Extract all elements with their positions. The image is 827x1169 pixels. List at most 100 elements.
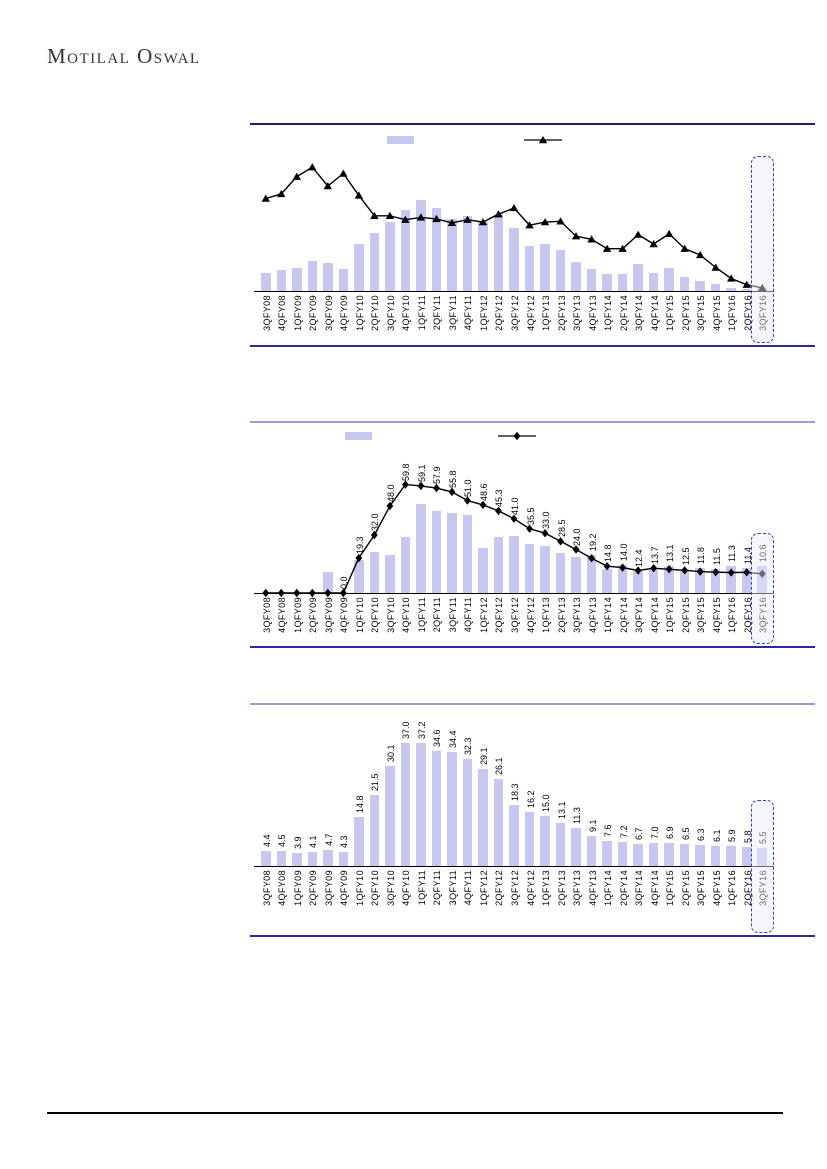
line-marker-diamond-icon [339,588,347,598]
bar [586,835,597,866]
x-axis-label: 2QFY11 [432,870,443,906]
bar [726,287,736,291]
bar [679,276,690,291]
motilal-oswal-logo: Motilal Oswal [47,44,201,68]
line-marker-triangle-icon [649,240,658,248]
x-axis-label: 3QFY12 [510,870,520,906]
legend-line-series-swatch [524,136,562,144]
chart-top-rule [250,123,815,125]
bar [369,794,380,866]
value-label: 33.0 [541,511,552,530]
value-label: 14.8 [603,544,614,563]
x-axis-label: 2QFY11 [432,295,443,331]
bar [540,816,550,866]
x-axis-label: 4QFY13 [587,295,598,331]
value-label: 37.0 [401,721,412,740]
value-label: 13.7 [649,546,660,565]
line-marker-triangle-icon [664,229,674,238]
value-label: 4.7 [323,833,334,847]
value-label: 28.5 [556,519,567,538]
x-axis-label: 4QFY11 [463,295,474,331]
bar [447,513,457,593]
line-marker-triangle-icon [308,163,317,171]
chart-bottom-rule [250,935,815,937]
value-label: 4.3 [339,835,350,848]
value-label: 13.1 [556,800,567,819]
bar [571,262,581,291]
value-label: 24.0 [572,527,583,546]
x-axis-label: 2QFY09 [308,597,319,633]
x-axis-label: 3QFY15 [696,870,707,906]
x-axis-label: 2QFY13 [556,295,567,331]
x-axis-label: 4QFY15 [711,295,722,331]
value-label: 35.5 [525,507,536,525]
value-label: 4.1 [308,835,319,849]
bar [586,554,597,593]
chart-1: 3QFY08 4QFY08 1QFY09 2QFY09 3QFY09 4QFY09 1QFY… [250,123,815,347]
x-axis-label: 4QFY08 [277,295,288,331]
value-label: 14.8 [354,795,365,813]
bar [509,535,519,593]
x-axis-label: 4QFY14 [649,597,660,633]
value-label: 6.5 [680,827,691,841]
x-axis-label: 1QFY16 [727,597,738,633]
value-label: 16.2 [525,790,536,809]
line-marker-diamond-icon [557,537,564,546]
bar [555,822,566,866]
chart-top-rule [250,703,815,705]
line-marker-diamond-icon [572,545,580,554]
line-marker-triangle-icon [370,211,379,219]
bar [710,845,721,866]
value-label: 6.9 [665,826,676,840]
x-axis-label: 3QFY12 [510,597,520,633]
x-axis-label: 4QFY14 [649,870,660,906]
bar [757,565,767,593]
line-marker-diamond-icon [758,569,766,578]
legend-bar-series-swatch [387,136,414,144]
bar [493,214,504,291]
bar [695,845,705,866]
value-label: 6.1 [711,829,722,842]
bar [323,262,333,291]
line-marker-triangle-icon [556,217,565,225]
x-axis-label: 3QFY10 [385,597,396,633]
x-axis-line [254,593,774,594]
value-label: 11.3 [727,544,738,562]
line-marker-triangle-icon [742,280,751,288]
chart-3: 4.4 4.5 3.9 4.1 4.7 4.3 14.8 21.5 30.1 37.0 37.2 34… [250,703,815,937]
line-marker-triangle-icon [401,215,410,223]
footer-divider [47,1112,783,1114]
line-marker-diamond-icon [324,588,332,598]
line-marker-diamond-icon [650,563,658,573]
line-marker-diamond-icon [370,530,378,540]
bar [354,244,364,291]
line-marker-triangle-icon [447,218,457,227]
x-axis-label: 3QFY08 [261,870,272,906]
bar [555,250,566,291]
x-axis-label: 3QFY11 [447,597,458,633]
line-marker-diamond-icon [712,567,720,577]
line-marker-triangle-icon [587,235,596,243]
x-axis-label: 3QFY11 [447,295,458,331]
value-label: 12.4 [634,548,645,567]
line-marker-triangle-icon [323,182,333,190]
x-axis-label: 2QFY14 [618,597,629,633]
bar [524,245,535,291]
bar [354,560,364,593]
line-marker-diamond-icon [308,588,316,598]
bar [307,261,318,291]
line-marker-diamond-icon [386,501,394,511]
value-label: 32.3 [463,737,474,755]
x-axis-label: 1QFY16 [727,870,738,906]
bar [571,828,581,866]
value-label: 13.1 [665,544,676,562]
line-marker-diamond-icon [417,481,425,491]
x-axis-label: 4QFY13 [587,597,598,633]
x-axis-label: 3QFY11 [447,870,458,906]
value-label: 4.5 [277,834,288,848]
x-axis-label: 2QFY09 [308,295,319,331]
value-label: 0.0 [339,576,350,589]
x-axis-label: 2QFY13 [556,870,567,906]
line-marker-diamond-icon [634,566,642,575]
x-axis-label: 3QFY10 [385,870,396,906]
